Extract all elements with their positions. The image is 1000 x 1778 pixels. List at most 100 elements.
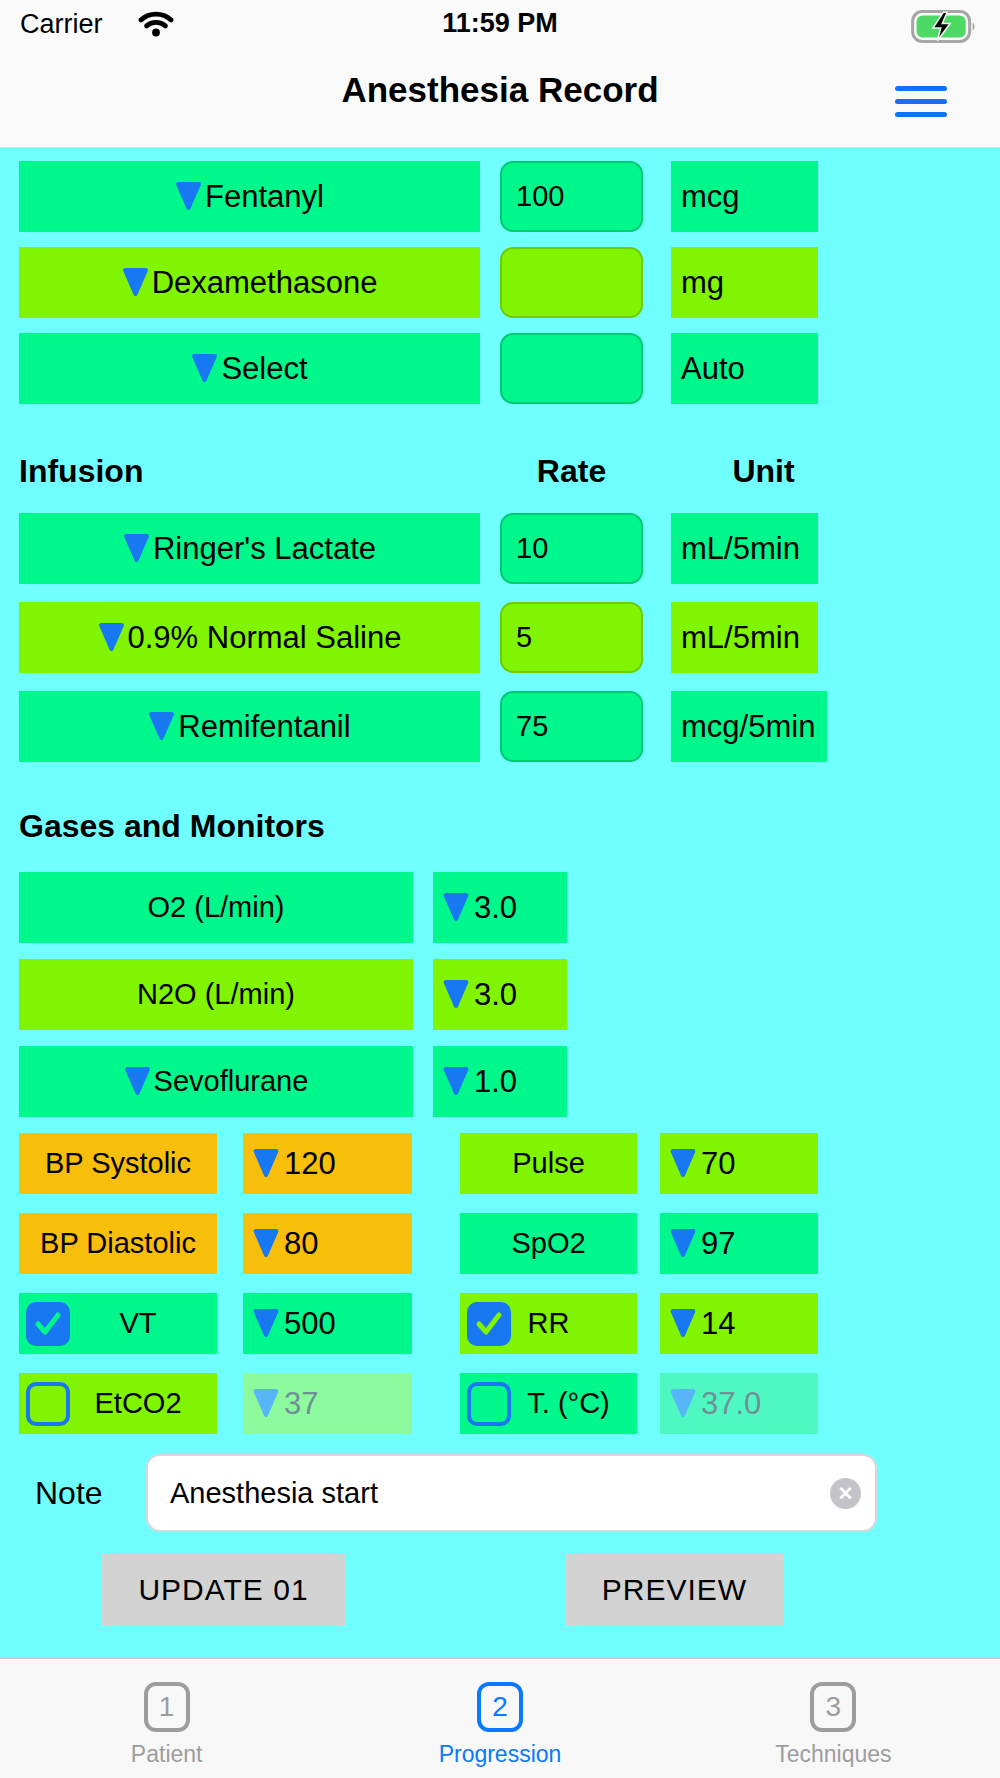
battery-charging-icon bbox=[911, 10, 978, 47]
medication-row: Dexamethasone mg bbox=[19, 247, 1000, 318]
main-content: Fentanyl mcg Dexamethasone mg Select Aut… bbox=[0, 148, 1000, 1658]
gas-dropdown-sevoflurane[interactable]: Sevoflurane bbox=[19, 1046, 413, 1117]
gas-value-dropdown-n2o[interactable]: 3.0 bbox=[433, 959, 567, 1030]
gas-value-dropdown-sevoflurane[interactable]: 1.0 bbox=[433, 1046, 567, 1117]
unit-column-header: Unit bbox=[671, 453, 856, 490]
gas-value: 3.0 bbox=[474, 977, 517, 1013]
vt-label: VT bbox=[79, 1307, 156, 1340]
gas-row: O2 (L/min) 3.0 bbox=[19, 872, 1000, 943]
spo2-value-dropdown[interactable]: 97 bbox=[660, 1213, 818, 1274]
unit-label: mL/5min bbox=[671, 602, 818, 673]
menu-button[interactable] bbox=[895, 86, 947, 117]
infusion-name: Ringer's Lactate bbox=[153, 531, 376, 567]
tab-progression[interactable]: 2 Progression bbox=[333, 1659, 666, 1778]
clock-label: 11:59 PM bbox=[0, 8, 1000, 39]
vitals-row: VT 500 RR 14 bbox=[19, 1293, 1000, 1354]
bp-systolic-value-dropdown[interactable]: 120 bbox=[243, 1133, 412, 1194]
pulse-value-dropdown[interactable]: 70 bbox=[660, 1133, 818, 1194]
gas-name: N2O (L/min) bbox=[137, 978, 295, 1011]
dropdown-triangle-icon bbox=[191, 353, 218, 384]
temperature-value: 37.0 bbox=[701, 1386, 761, 1422]
spo2-value: 97 bbox=[701, 1226, 735, 1262]
temperature-checkbox[interactable] bbox=[467, 1382, 511, 1426]
vt-cell: VT bbox=[19, 1293, 217, 1354]
unit-label: Auto bbox=[671, 333, 818, 404]
temperature-cell: T. (°C) bbox=[460, 1373, 637, 1434]
gases-section-title: Gases and Monitors bbox=[19, 808, 1000, 845]
vt-value-dropdown[interactable]: 500 bbox=[243, 1293, 412, 1354]
update-button[interactable]: UPDATE 01 bbox=[102, 1554, 345, 1626]
gas-value-dropdown-o2[interactable]: 3.0 bbox=[433, 872, 567, 943]
clear-text-icon[interactable]: ✕ bbox=[830, 1478, 861, 1509]
bp-diastolic-value-dropdown[interactable]: 80 bbox=[243, 1213, 412, 1274]
medication-dropdown-dexamethasone[interactable]: Dexamethasone bbox=[19, 247, 480, 318]
status-bar: Carrier 11:59 PM bbox=[0, 0, 1000, 48]
etco2-value-dropdown-disabled: 37 bbox=[243, 1373, 412, 1434]
dropdown-triangle-icon bbox=[251, 1148, 281, 1179]
tab-techniques-label: Techniques bbox=[775, 1741, 891, 1768]
gas-value: 3.0 bbox=[474, 890, 517, 926]
infusion-row: 0.9% Normal Saline mL/5min bbox=[19, 602, 1000, 673]
dropdown-triangle-icon bbox=[148, 711, 175, 742]
dropdown-triangle-icon bbox=[251, 1388, 281, 1419]
unit-label: mL/5min bbox=[671, 513, 818, 584]
section-title: Infusion bbox=[19, 453, 480, 490]
rate-input-remifentanil[interactable] bbox=[500, 691, 643, 762]
dose-input-dexamethasone[interactable] bbox=[500, 247, 643, 318]
dropdown-triangle-icon bbox=[175, 181, 202, 212]
tab-1-icon: 1 bbox=[144, 1682, 190, 1732]
infusion-dropdown-ringers[interactable]: Ringer's Lactate bbox=[19, 513, 480, 584]
note-label: Note bbox=[35, 1475, 128, 1512]
rr-checkbox[interactable] bbox=[467, 1302, 511, 1346]
tab-bar: 1 Patient 2 Progression 3 Techniques bbox=[0, 1658, 1000, 1778]
rate-input-saline[interactable] bbox=[500, 602, 643, 673]
dropdown-triangle-icon bbox=[668, 1388, 698, 1419]
tab-2-icon: 2 bbox=[477, 1682, 523, 1732]
infusion-row: Ringer's Lactate mL/5min bbox=[19, 513, 1000, 584]
dropdown-triangle-icon bbox=[668, 1308, 698, 1339]
dropdown-triangle-icon bbox=[98, 622, 125, 653]
medication-name: Dexamethasone bbox=[152, 265, 378, 301]
note-row: Note ✕ bbox=[19, 1454, 1000, 1532]
dropdown-triangle-icon bbox=[441, 1066, 471, 1097]
tab-3-icon: 3 bbox=[810, 1682, 856, 1732]
dropdown-triangle-icon bbox=[251, 1228, 281, 1259]
dose-input-select[interactable] bbox=[500, 333, 643, 404]
dose-input-fentanyl[interactable] bbox=[500, 161, 643, 232]
note-input[interactable] bbox=[156, 1476, 830, 1511]
bp-systolic-value: 120 bbox=[284, 1146, 336, 1182]
gas-row: N2O (L/min) 3.0 bbox=[19, 959, 1000, 1030]
dropdown-triangle-icon bbox=[123, 533, 150, 564]
infusion-header: Infusion Rate Unit bbox=[19, 453, 1000, 490]
gas-name: O2 (L/min) bbox=[148, 891, 285, 924]
vitals-row: BP Systolic 120 Pulse 70 bbox=[19, 1133, 1000, 1194]
etco2-checkbox[interactable] bbox=[26, 1382, 70, 1426]
medication-dropdown-select[interactable]: Select bbox=[19, 333, 480, 404]
unit-label: mcg bbox=[671, 161, 818, 232]
etco2-cell: EtCO2 bbox=[19, 1373, 217, 1434]
action-buttons: UPDATE 01 PREVIEW bbox=[19, 1554, 1000, 1626]
medication-dropdown-fentanyl[interactable]: Fentanyl bbox=[19, 161, 480, 232]
vitals-row: BP Diastolic 80 SpO2 97 bbox=[19, 1213, 1000, 1274]
gas-row: Sevoflurane 1.0 bbox=[19, 1046, 1000, 1117]
vitals-row: EtCO2 37 T. (°C) 37.0 bbox=[19, 1373, 1000, 1434]
vt-checkbox[interactable] bbox=[26, 1302, 70, 1346]
tab-patient[interactable]: 1 Patient bbox=[0, 1659, 333, 1778]
dropdown-triangle-icon bbox=[668, 1148, 698, 1179]
dropdown-triangle-icon bbox=[122, 267, 149, 298]
unit-label: mcg/5min bbox=[671, 691, 827, 762]
infusion-row: Remifentanil mcg/5min bbox=[19, 691, 1000, 762]
infusion-dropdown-saline[interactable]: 0.9% Normal Saline bbox=[19, 602, 480, 673]
tab-techniques[interactable]: 3 Techniques bbox=[667, 1659, 1000, 1778]
rate-column-header: Rate bbox=[500, 453, 643, 490]
etco2-value: 37 bbox=[284, 1386, 318, 1422]
gas-label-n2o[interactable]: N2O (L/min) bbox=[19, 959, 413, 1030]
spo2-label: SpO2 bbox=[460, 1213, 637, 1274]
bp-diastolic-label: BP Diastolic bbox=[19, 1213, 217, 1274]
infusion-dropdown-remifentanil[interactable]: Remifentanil bbox=[19, 691, 480, 762]
gas-label-o2[interactable]: O2 (L/min) bbox=[19, 872, 413, 943]
rr-cell: RR bbox=[460, 1293, 637, 1354]
rr-value-dropdown[interactable]: 14 bbox=[660, 1293, 818, 1354]
rate-input-ringers[interactable] bbox=[500, 513, 643, 584]
preview-button[interactable]: PREVIEW bbox=[566, 1554, 783, 1626]
